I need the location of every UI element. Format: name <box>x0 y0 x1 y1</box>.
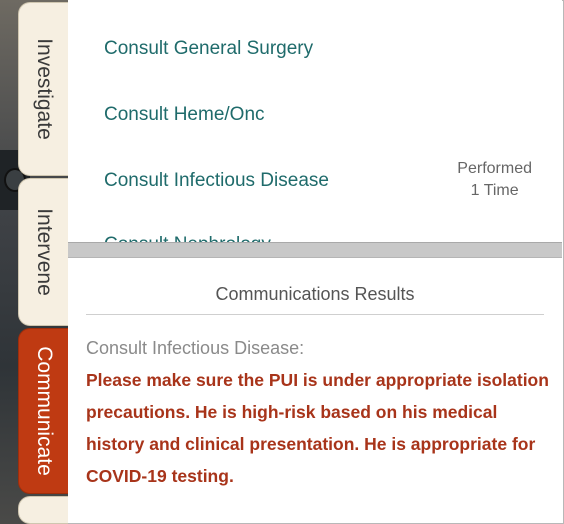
list-item-consult-infectious-disease[interactable]: Consult Infectious Disease <box>104 170 329 191</box>
list-item-consult-nephrology[interactable]: Consult Nephrology <box>104 234 271 242</box>
tab-investigate-label: Investigate <box>32 38 56 140</box>
tab-intervene-label: Intervene <box>32 208 56 296</box>
performed-times: 1 Time <box>470 182 519 199</box>
tab-investigate[interactable]: Investigate <box>18 2 68 176</box>
consult-list: Consult General Surgery Consult Heme/Onc… <box>68 0 562 242</box>
tab-intervene[interactable]: Intervene <box>18 178 68 326</box>
performed-label: Performed <box>457 160 532 177</box>
side-tab-strip: Investigate Intervene Communicate <box>0 0 68 524</box>
result-message: Please make sure the PUI is under approp… <box>86 370 549 486</box>
list-item-consult-heme-onc[interactable]: Consult Heme/Onc <box>104 104 265 125</box>
tab-communicate[interactable]: Communicate <box>18 328 68 494</box>
tab-partial[interactable] <box>18 496 68 524</box>
result-source: Consult Infectious Disease: <box>86 338 305 358</box>
list-item-consult-general-surgery[interactable]: Consult General Surgery <box>104 38 314 59</box>
results-divider <box>86 314 544 315</box>
performed-count: Performed 1 Time <box>457 158 532 202</box>
panel-divider[interactable] <box>68 242 562 258</box>
communications-results-panel: Communications Results Consult Infectiou… <box>68 258 562 522</box>
tab-communicate-label: Communicate <box>32 346 56 476</box>
results-title: Communications Results <box>215 284 415 304</box>
